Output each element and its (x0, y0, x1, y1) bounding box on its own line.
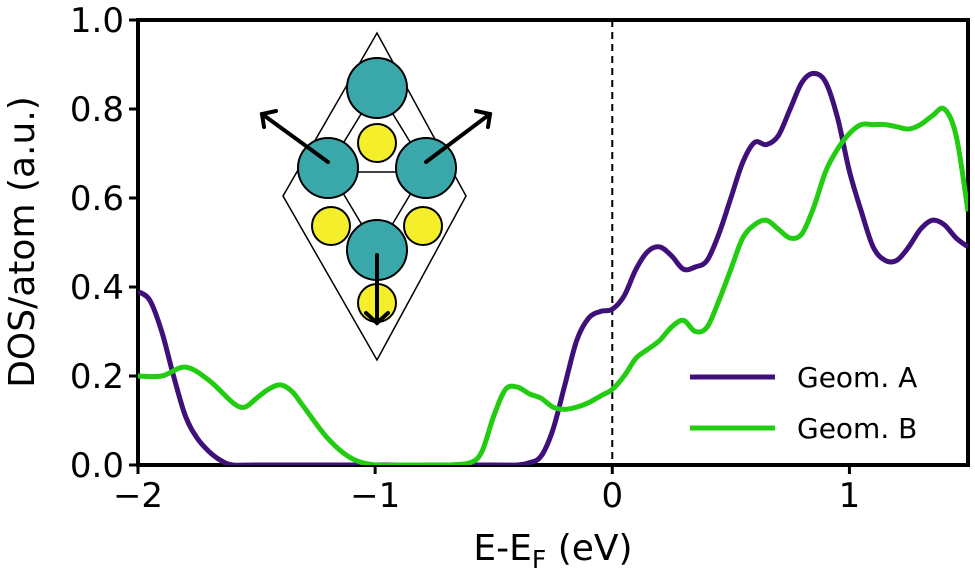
y-axis-label: DOS/atom (a.u.) (2, 96, 43, 388)
series-layer (138, 70, 968, 465)
legend-label-geom-b: Geom. B (797, 412, 917, 445)
y-tick-label: 0.4 (70, 268, 124, 308)
y-tick-label: 0.6 (70, 179, 124, 219)
x-tick-label: 1 (839, 476, 861, 516)
x-tick-label: −1 (350, 476, 400, 516)
y-tick-label: 0.8 (70, 90, 124, 130)
arrow-left-icon (260, 112, 330, 164)
metal-atom-top (346, 57, 408, 119)
x-tick-label: 0 (601, 476, 623, 516)
y-axis-ticks: 0.0 0.2 0.4 0.6 0.8 1.0 (70, 1, 138, 486)
x-axis-label: E-EF (eV) (473, 528, 632, 572)
arrow-right-icon (424, 112, 492, 164)
series-line-geom-b (138, 105, 968, 465)
ligand-atom-top (357, 123, 397, 163)
ligand-atom-right (403, 206, 443, 246)
series-line-geom-a (138, 70, 968, 465)
ligand-atom-left (311, 206, 351, 246)
structure-inset (259, 31, 493, 362)
y-tick-label: 0.0 (70, 446, 124, 486)
legend: Geom. A Geom. B (690, 361, 917, 445)
x-axis-ticks: −2 −1 0 1 (113, 465, 860, 516)
plot-frame (136, 18, 970, 467)
x-tick-label: −2 (113, 476, 163, 516)
displacement-arrows (259, 109, 493, 326)
y-tick-label: 0.2 (70, 357, 124, 397)
legend-label-geom-a: Geom. A (797, 361, 917, 394)
y-tick-label: 1.0 (70, 1, 124, 41)
